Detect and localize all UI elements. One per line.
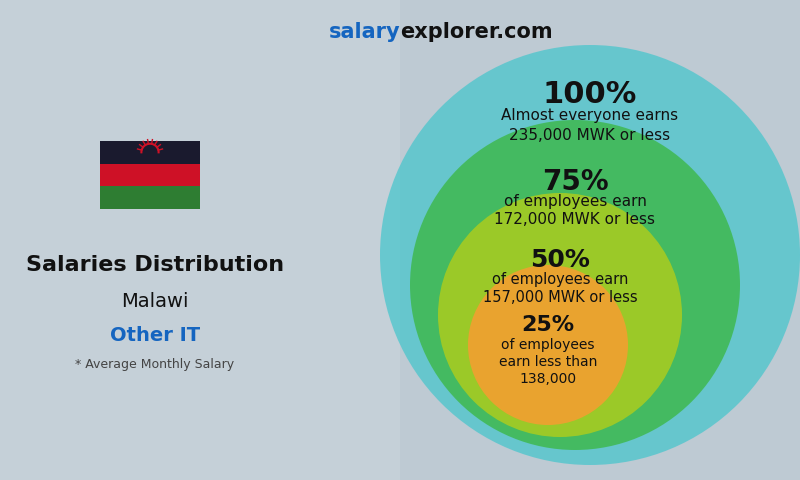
Text: 50%: 50% <box>530 248 590 272</box>
Text: 172,000 MWK or less: 172,000 MWK or less <box>494 212 655 227</box>
Text: 75%: 75% <box>542 168 608 196</box>
Bar <box>100 141 200 164</box>
Text: * Average Monthly Salary: * Average Monthly Salary <box>75 358 234 371</box>
Circle shape <box>438 193 682 437</box>
Circle shape <box>410 120 740 450</box>
Text: Almost everyone earns: Almost everyone earns <box>502 108 678 123</box>
Text: of employees: of employees <box>502 338 594 352</box>
Bar <box>100 186 200 209</box>
Text: 157,000 MWK or less: 157,000 MWK or less <box>482 290 638 305</box>
Text: Malawi: Malawi <box>122 292 189 311</box>
Text: salary: salary <box>328 22 400 42</box>
Circle shape <box>380 45 800 465</box>
Text: 235,000 MWK or less: 235,000 MWK or less <box>510 128 670 143</box>
Text: of employees earn: of employees earn <box>492 272 628 287</box>
Circle shape <box>468 265 628 425</box>
Text: Other IT: Other IT <box>110 326 200 345</box>
Text: explorer.com: explorer.com <box>400 22 553 42</box>
Bar <box>400 0 800 480</box>
Text: 138,000: 138,000 <box>519 372 577 386</box>
Text: 25%: 25% <box>522 315 574 335</box>
Text: 100%: 100% <box>543 80 637 109</box>
Bar <box>100 164 200 186</box>
Text: Salaries Distribution: Salaries Distribution <box>26 255 284 275</box>
Text: of employees earn: of employees earn <box>503 194 646 209</box>
Text: earn less than: earn less than <box>499 355 597 369</box>
